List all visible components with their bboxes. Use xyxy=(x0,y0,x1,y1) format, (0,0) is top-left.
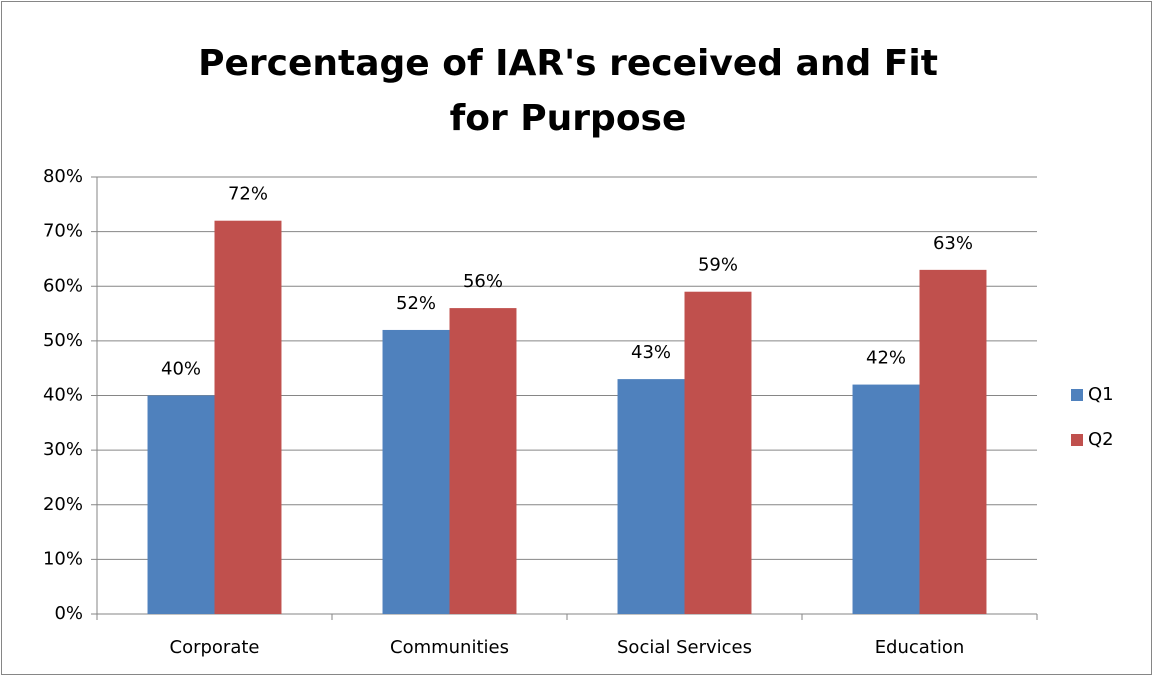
value-label: 52% xyxy=(396,293,436,314)
value-label: 63% xyxy=(933,233,973,254)
chart-title: Percentage of IAR's received and Fit for… xyxy=(198,43,938,139)
value-label: 42% xyxy=(866,348,906,369)
bar xyxy=(449,308,517,614)
x-tick-label: Social Services xyxy=(617,637,752,658)
bar xyxy=(382,329,450,614)
legend-swatch xyxy=(1071,389,1083,401)
bar xyxy=(214,220,282,614)
value-label: 72% xyxy=(228,184,268,205)
bar xyxy=(919,269,987,614)
bar xyxy=(684,291,752,614)
bar xyxy=(852,384,920,614)
value-label: 40% xyxy=(161,359,201,380)
x-tick-label: Communities xyxy=(390,637,509,658)
y-tick-label: 60% xyxy=(43,275,83,296)
legend-label: Q2 xyxy=(1088,429,1114,450)
value-label: 59% xyxy=(698,255,738,276)
x-tick-label: Education xyxy=(875,637,965,658)
y-tick-label: 80% xyxy=(43,166,83,187)
bar xyxy=(617,379,685,614)
y-tick-label: 30% xyxy=(43,439,83,460)
value-label: 43% xyxy=(631,342,671,363)
y-tick-label: 10% xyxy=(43,548,83,569)
y-tick-label: 40% xyxy=(43,385,83,406)
legend-label: Q1 xyxy=(1088,384,1114,405)
y-tick-label: 0% xyxy=(54,603,83,624)
bar xyxy=(147,395,215,614)
y-tick-label: 20% xyxy=(43,494,83,515)
y-tick-label: 70% xyxy=(43,221,83,242)
x-tick-label: Corporate xyxy=(170,637,260,658)
legend-swatch xyxy=(1071,434,1083,446)
y-tick-label: 50% xyxy=(43,330,83,351)
value-label: 56% xyxy=(463,271,503,292)
